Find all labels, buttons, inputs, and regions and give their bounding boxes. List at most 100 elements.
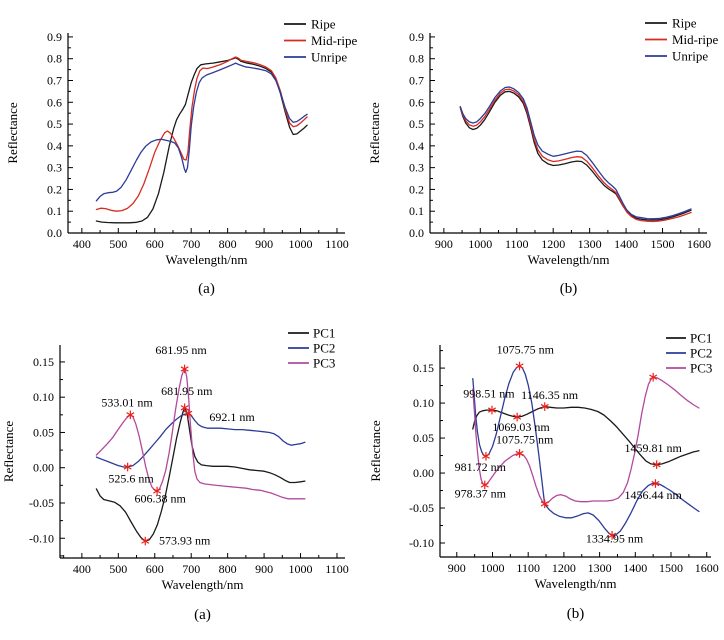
y-tick-label: 0.0 bbox=[409, 226, 424, 240]
annotation-marker-star bbox=[126, 412, 135, 418]
annotation-label: 1069.03 nm bbox=[492, 420, 550, 434]
legend-label: PC3 bbox=[313, 356, 335, 371]
x-tick-label: 700 bbox=[182, 237, 200, 251]
annotation-label: 1456.44 nm bbox=[624, 488, 682, 502]
x-axis-title: Wavelength/nm bbox=[535, 576, 617, 591]
x-tick-label: 400 bbox=[73, 562, 91, 576]
annotation-label: 692.1 nm bbox=[209, 410, 255, 424]
y-tick-label: 0.6 bbox=[409, 95, 424, 109]
y-tick-label: -0.10 bbox=[409, 536, 434, 550]
y-axis-title: Reflectance bbox=[1, 421, 16, 483]
x-tick-label: 1100 bbox=[505, 237, 529, 251]
y-tick-label: 0.10 bbox=[33, 390, 54, 404]
y-axis-title: Reflectance bbox=[368, 420, 383, 482]
x-tick-label: 1100 bbox=[325, 562, 349, 576]
x-tick-label: 800 bbox=[219, 237, 237, 251]
annotation-label: 573.93 nm bbox=[159, 534, 211, 548]
x-axis-title: Wavelength/nm bbox=[162, 577, 244, 592]
series-unripe bbox=[95, 62, 308, 202]
series-mid-ripe bbox=[95, 56, 308, 212]
y-tick-label: 0.3 bbox=[409, 161, 424, 175]
annotation-label: 1459.81 nm bbox=[624, 441, 682, 455]
annotation-label: 978.37 nm bbox=[455, 487, 507, 501]
x-tick-label: 900 bbox=[255, 237, 273, 251]
y-tick-label: 0.4 bbox=[409, 139, 424, 153]
series-pc2 bbox=[95, 412, 306, 468]
legend-label: PC1 bbox=[690, 331, 712, 346]
x-tick-label: 600 bbox=[146, 237, 164, 251]
y-tick-label: 0.1 bbox=[47, 204, 62, 218]
series-pc2 bbox=[472, 365, 700, 536]
y-tick-label: 0.15 bbox=[413, 361, 434, 375]
y-tick-label: -0.05 bbox=[29, 496, 54, 510]
annotation-label: 1075.75 nm bbox=[497, 342, 555, 356]
annotation-marker-star bbox=[652, 461, 661, 468]
annotation-marker-star bbox=[141, 538, 150, 544]
annotation-marker-star bbox=[153, 488, 162, 494]
annotation-label: 525.6 nm bbox=[108, 472, 154, 486]
legend-label: Mid-ripe bbox=[311, 33, 357, 48]
annotation-label: 606.38 nm bbox=[135, 491, 187, 505]
annotation-marker-star bbox=[487, 407, 496, 413]
panel-caption: (a) bbox=[194, 607, 211, 623]
y-tick-label: 0.3 bbox=[47, 161, 62, 175]
legend-label: Unripe bbox=[311, 50, 347, 65]
annotation-marker-star bbox=[540, 403, 549, 410]
x-tick-label: 600 bbox=[146, 562, 164, 576]
x-axis-title: Wavelength/nm bbox=[166, 252, 248, 267]
annotation-label: 998.51 nm bbox=[463, 386, 515, 400]
legend-label: Mid-ripe bbox=[672, 32, 718, 47]
annotation-label: 681.95 nm bbox=[161, 384, 213, 398]
legend-label: Unripe bbox=[672, 49, 708, 64]
annotation-marker-star bbox=[608, 532, 617, 538]
legend-label: PC3 bbox=[690, 361, 712, 376]
annotation-marker-star bbox=[184, 410, 193, 417]
y-tick-label: 0.9 bbox=[47, 30, 62, 44]
x-tick-label: 1100 bbox=[516, 561, 540, 575]
x-tick-label: 1000 bbox=[480, 561, 504, 575]
y-tick-label: 0.8 bbox=[409, 52, 424, 66]
annotation-marker-star bbox=[480, 482, 489, 488]
annotation-marker-star bbox=[513, 414, 522, 420]
y-tick-label: 0.7 bbox=[47, 73, 62, 87]
annotation-label: 681.95 nm bbox=[155, 343, 207, 357]
x-tick-label: 1000 bbox=[289, 237, 313, 251]
annotation-label: 981.72 nm bbox=[455, 460, 507, 474]
y-tick-label: -0.10 bbox=[29, 531, 54, 545]
chart-pca-loadings-nir: 900 1000 1100 1200 1300 1400 1500 1600 -0.10 -0.0… bbox=[368, 331, 719, 623]
y-tick-label: 0.00 bbox=[413, 466, 434, 480]
y-tick-label: 0.5 bbox=[47, 117, 62, 131]
panel-caption: (b) bbox=[560, 281, 578, 297]
annotation-marker-star bbox=[651, 480, 660, 487]
x-tick-label: 1000 bbox=[289, 562, 313, 576]
annotation-label: 533.01 nm bbox=[101, 395, 153, 409]
annotation-marker-star bbox=[180, 405, 189, 411]
y-tick-label: 0.15 bbox=[33, 355, 54, 369]
y-tick-label: 0.2 bbox=[409, 182, 424, 196]
y-tick-label: 0.0 bbox=[47, 226, 62, 240]
x-tick-label: 1400 bbox=[623, 561, 647, 575]
y-axis-title: Reflectance bbox=[367, 102, 382, 164]
x-tick-label: 1600 bbox=[687, 237, 711, 251]
annotation-label: 1075.75 nm bbox=[496, 433, 554, 447]
y-tick-label: 0.1 bbox=[409, 204, 424, 218]
y-axis-title: Reflectance bbox=[5, 102, 20, 164]
series-ripe bbox=[459, 90, 692, 221]
legend-label: Ripe bbox=[311, 17, 336, 32]
x-tick-label: 1300 bbox=[578, 237, 602, 251]
x-tick-label: 1600 bbox=[695, 561, 719, 575]
x-tick-label: 1500 bbox=[651, 237, 675, 251]
x-tick-label: 1200 bbox=[552, 561, 576, 575]
series-mid-ripe bbox=[459, 88, 692, 223]
y-tick-label: 0.6 bbox=[47, 95, 62, 109]
y-tick-label: 0.00 bbox=[33, 461, 54, 475]
chart-spectra-visible: 400 500 600 700 800 900 1000 1100 0.0 0.1 0.2 0.3 0.… bbox=[5, 17, 357, 298]
annotation-label: 1334.95 nm bbox=[586, 531, 644, 545]
chart-panel-top-left: 400 500 600 700 800 900 1000 1100 0.0 0.1 0.2 0.3 0.… bbox=[0, 0, 362, 300]
series-ripe bbox=[95, 57, 308, 224]
y-tick-label: 0.4 bbox=[47, 139, 62, 153]
x-tick-label: 500 bbox=[109, 562, 127, 576]
chart-spectra-nir: 900 1000 1100 1200 1300 1400 1500 1600 0.0 0.1 0.2… bbox=[367, 16, 718, 298]
y-tick-label: 0.8 bbox=[47, 52, 62, 66]
